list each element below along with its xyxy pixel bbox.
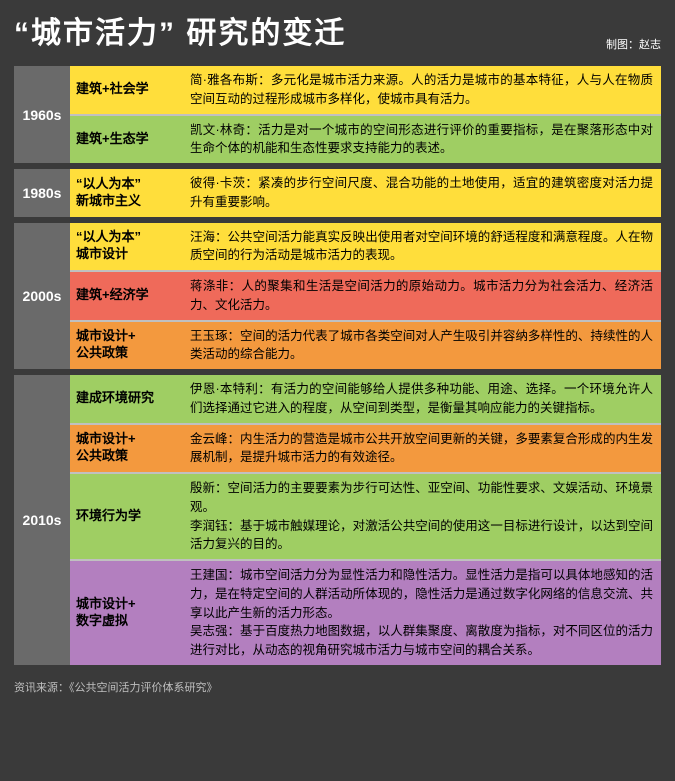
description-cell: 彼得·卡茨：紧凑的步行空间尺度、混合功能的土地使用，适宜的建筑密度对活力提升有重… <box>182 169 661 217</box>
description-cell: 王玉琢：空间的活力代表了城市各类空间对人产生吸引并容纳多样性的、持续性的人类活动… <box>182 322 661 370</box>
category-cell: 建筑+经济学 <box>70 272 182 320</box>
table-row: “以人为本” 新城市主义彼得·卡茨：紧凑的步行空间尺度、混合功能的土地使用，适宜… <box>70 169 661 217</box>
header: “城市活力” 研究的变迁 制图：赵志 <box>0 0 675 56</box>
description-cell: 金云峰：内生活力的营造是城市公共开放空间更新的关键，多要素复合形成的内生发展机制… <box>182 425 661 473</box>
category-cell: “以人为本” 城市设计 <box>70 223 182 271</box>
era-rows: “以人为本” 城市设计汪海：公共空间活力能真实反映出使用者对空间环境的舒适程度和… <box>70 223 661 370</box>
category-cell: “以人为本” 新城市主义 <box>70 169 182 217</box>
table-row: 建筑+社会学简·雅各布斯：多元化是城市活力来源。人的活力是城市的基本特征，人与人… <box>70 66 661 114</box>
era-label: 2000s <box>14 223 70 370</box>
table-row: “以人为本” 城市设计汪海：公共空间活力能真实反映出使用者对空间环境的舒适程度和… <box>70 223 661 271</box>
category-cell: 建筑+社会学 <box>70 66 182 114</box>
page: “城市活力” 研究的变迁 制图：赵志 1960s建筑+社会学简·雅各布斯：多元化… <box>0 0 675 705</box>
era-rows: 建成环境研究伊恩·本特利：有活力的空间能够给人提供多种功能、用途、选择。一个环境… <box>70 375 661 665</box>
era-block: 1980s“以人为本” 新城市主义彼得·卡茨：紧凑的步行空间尺度、混合功能的土地… <box>14 169 661 217</box>
era-label: 1980s <box>14 169 70 217</box>
description-cell: 王建国：城市空间活力分为显性活力和隐性活力。显性活力是指可以具体地感知的活力，是… <box>182 561 661 665</box>
category-cell: 城市设计+ 公共政策 <box>70 425 182 473</box>
page-title: “城市活力” 研究的变迁 <box>14 8 346 52</box>
description-cell: 汪海：公共空间活力能真实反映出使用者对空间环境的舒适程度和满意程度。人在物质空间… <box>182 223 661 271</box>
description-cell: 蒋涤非：人的聚集和生活是空间活力的原始动力。城市活力分为社会活力、经济活力、文化… <box>182 272 661 320</box>
category-cell: 城市设计+ 数字虚拟 <box>70 561 182 665</box>
description-cell: 简·雅各布斯：多元化是城市活力来源。人的活力是城市的基本特征，人与人在物质空间互… <box>182 66 661 114</box>
table-row: 城市设计+ 公共政策金云峰：内生活力的营造是城市公共开放空间更新的关键，多要素复… <box>70 425 661 473</box>
era-block: 2010s建成环境研究伊恩·本特利：有活力的空间能够给人提供多种功能、用途、选择… <box>14 375 661 665</box>
era-label: 2010s <box>14 375 70 665</box>
credit-text: 制图：赵志 <box>606 36 661 52</box>
category-cell: 城市设计+ 公共政策 <box>70 322 182 370</box>
table-row: 建筑+经济学蒋涤非：人的聚集和生活是空间活力的原始动力。城市活力分为社会活力、经… <box>70 272 661 320</box>
era-block: 2000s“以人为本” 城市设计汪海：公共空间活力能真实反映出使用者对空间环境的… <box>14 223 661 370</box>
description-cell: 殷新：空间活力的主要要素为步行可达性、亚空间、功能性要求、文娱活动、环境景观。 … <box>182 474 661 559</box>
category-cell: 建筑+生态学 <box>70 116 182 164</box>
table-row: 建成环境研究伊恩·本特利：有活力的空间能够给人提供多种功能、用途、选择。一个环境… <box>70 375 661 423</box>
timeline-table: 1960s建筑+社会学简·雅各布斯：多元化是城市活力来源。人的活力是城市的基本特… <box>0 56 675 675</box>
category-cell: 建成环境研究 <box>70 375 182 423</box>
table-row: 城市设计+ 公共政策王玉琢：空间的活力代表了城市各类空间对人产生吸引并容纳多样性… <box>70 322 661 370</box>
era-block: 1960s建筑+社会学简·雅各布斯：多元化是城市活力来源。人的活力是城市的基本特… <box>14 66 661 163</box>
era-label: 1960s <box>14 66 70 163</box>
source-text: 资讯来源：《公共空间活力评价体系研究》 <box>0 675 675 705</box>
era-rows: “以人为本” 新城市主义彼得·卡茨：紧凑的步行空间尺度、混合功能的土地使用，适宜… <box>70 169 661 217</box>
table-row: 环境行为学殷新：空间活力的主要要素为步行可达性、亚空间、功能性要求、文娱活动、环… <box>70 474 661 559</box>
category-cell: 环境行为学 <box>70 474 182 559</box>
table-row: 建筑+生态学凯文·林奇：活力是对一个城市的空间形态进行评价的重要指标，是在聚落形… <box>70 116 661 164</box>
era-rows: 建筑+社会学简·雅各布斯：多元化是城市活力来源。人的活力是城市的基本特征，人与人… <box>70 66 661 163</box>
description-cell: 伊恩·本特利：有活力的空间能够给人提供多种功能、用途、选择。一个环境允许人们选择… <box>182 375 661 423</box>
table-row: 城市设计+ 数字虚拟王建国：城市空间活力分为显性活力和隐性活力。显性活力是指可以… <box>70 561 661 665</box>
description-cell: 凯文·林奇：活力是对一个城市的空间形态进行评价的重要指标，是在聚落形态中对生命个… <box>182 116 661 164</box>
